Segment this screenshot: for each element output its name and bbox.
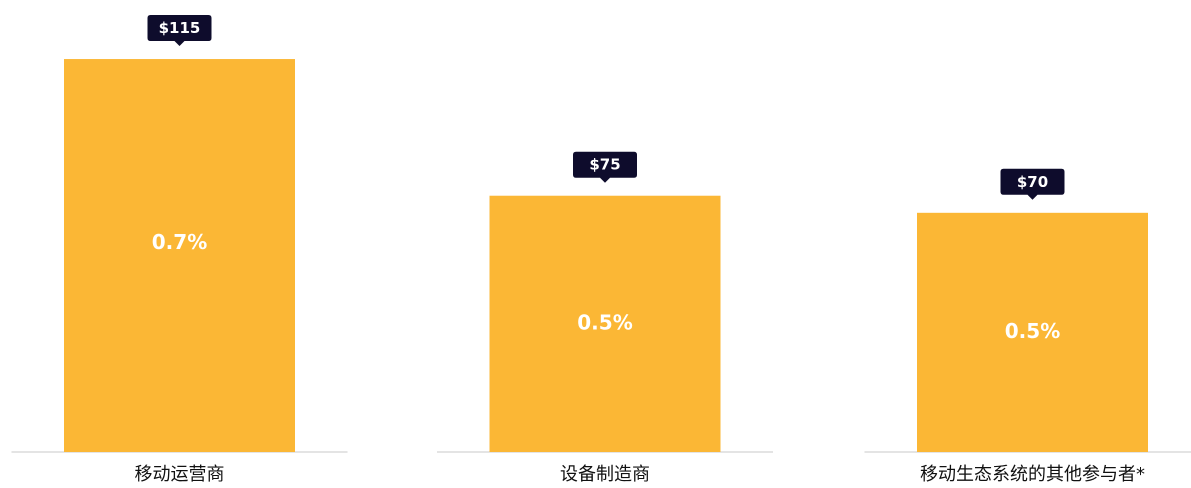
bar (917, 212, 1148, 452)
value-label-box (1000, 168, 1065, 200)
bar (489, 195, 721, 452)
x-tick-label: 移动运营商 (135, 464, 225, 485)
value-label: $70 (1017, 173, 1048, 191)
value-label: $75 (589, 156, 620, 174)
value-label-box (147, 15, 212, 47)
share-label: 0.5% (1005, 319, 1060, 343)
x-tick-label: 设备制造商 (560, 464, 650, 485)
share-label: 0.5% (577, 310, 632, 334)
bar (64, 59, 295, 453)
value-label-box (573, 151, 637, 183)
value-label: $115 (159, 19, 201, 37)
x-tick-label: 移动生态系统的其他参与者* (920, 464, 1145, 485)
share-label: 0.7% (152, 230, 207, 254)
